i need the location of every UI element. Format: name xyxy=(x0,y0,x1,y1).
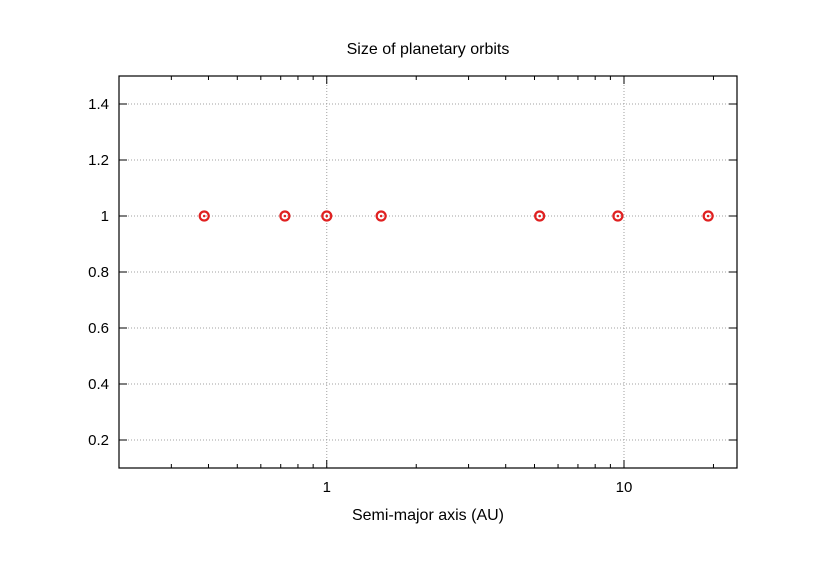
data-point xyxy=(198,210,210,222)
y-tick-label: 0.2 xyxy=(88,432,109,449)
data-point-center xyxy=(325,214,329,218)
data-point-center xyxy=(202,214,206,218)
data-point xyxy=(534,210,546,222)
y-tick-label: 1.2 xyxy=(88,152,109,169)
x-tick-label: 10 xyxy=(616,479,633,496)
data-point-ring xyxy=(321,210,333,222)
y-tick-label: 1 xyxy=(101,208,109,225)
data-point-ring xyxy=(198,210,210,222)
data-point xyxy=(702,210,714,222)
x-axis-label: Semi-major axis (AU) xyxy=(352,507,504,524)
data-point xyxy=(321,210,333,222)
data-point-center xyxy=(283,214,287,218)
y-tick-label: 0.8 xyxy=(88,264,109,281)
data-point-center xyxy=(538,214,541,218)
data-points xyxy=(198,210,714,222)
y-tick-label: 0.6 xyxy=(88,320,109,337)
grid xyxy=(119,76,737,468)
data-point-ring xyxy=(612,210,624,222)
data-point-center xyxy=(706,214,710,218)
data-point-center xyxy=(616,214,620,218)
y-tick-label: 0.4 xyxy=(88,376,109,393)
data-point xyxy=(279,210,291,222)
data-point xyxy=(612,210,624,222)
data-point-ring xyxy=(534,210,546,222)
axis-ticks xyxy=(118,76,737,468)
data-point-ring xyxy=(375,210,387,222)
data-point-ring xyxy=(279,210,291,222)
y-tick-label: 1.4 xyxy=(88,96,109,113)
x-tick-label: 1 xyxy=(323,479,331,496)
data-point xyxy=(375,210,387,222)
chart-title: Size of planetary orbits xyxy=(347,41,510,58)
data-point-center xyxy=(379,214,383,218)
tick-labels: 0.2 0.4 0.6 0.8 1 1.2 1.4 1 10 xyxy=(88,96,632,496)
data-point-ring xyxy=(702,210,714,222)
